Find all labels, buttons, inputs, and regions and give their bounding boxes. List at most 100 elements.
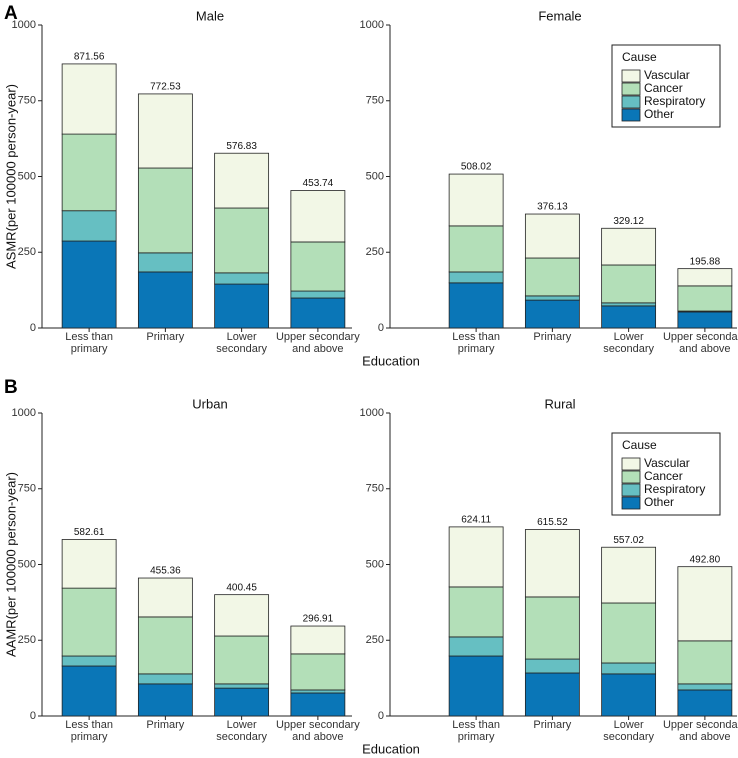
bar-segment [214, 283, 270, 329]
bar-segment [448, 655, 504, 717]
bar-segment [137, 252, 193, 273]
y-tick-label: 500 [366, 170, 384, 182]
y-tick-label: 0 [30, 710, 36, 722]
total-label: 329.12 [613, 216, 644, 227]
y-axis-label: ASMR(per 100000 person-year) [3, 84, 18, 269]
total-label: 400.45 [226, 582, 257, 593]
bar-segment [677, 640, 733, 685]
bar-segment [290, 625, 346, 655]
bar-segment [524, 658, 580, 674]
y-tick-label: 750 [366, 95, 384, 107]
legend-label: Respiratory [644, 482, 705, 496]
bar-segment [61, 133, 117, 212]
total-label: 615.52 [537, 517, 568, 528]
bar-segment [448, 586, 504, 638]
x-tick-label: Primary [146, 719, 184, 731]
legend-title: Cause [622, 50, 657, 64]
bar-segment [214, 687, 270, 717]
legend-swatch [621, 496, 641, 510]
bar-segment [137, 93, 193, 169]
y-tick-label: 250 [366, 634, 384, 646]
x-tick-label: Less than primary [452, 719, 500, 743]
total-label: 557.02 [613, 535, 644, 546]
x-tick-label: Primary [146, 331, 184, 343]
legend-label: Respiratory [644, 94, 705, 108]
bar-segment [61, 587, 117, 657]
legend-swatch [621, 483, 641, 497]
x-tick-label: Lower secondary [216, 331, 267, 355]
bar-segment [601, 673, 657, 717]
bar-segment [214, 207, 270, 274]
bar-segment [601, 546, 657, 604]
bar-segment [677, 689, 733, 717]
bar-segment [448, 271, 504, 284]
legend-swatch [621, 470, 641, 484]
bar-segment [290, 290, 346, 299]
panel-label: B [4, 377, 18, 398]
legend-swatch [621, 69, 641, 83]
legend-swatch [621, 95, 641, 109]
chart-title: Male [196, 8, 224, 23]
total-label: 492.80 [690, 554, 721, 565]
legend-label: Cancer [644, 469, 683, 483]
bar-segment [290, 241, 346, 292]
bar-segment [448, 282, 504, 329]
x-tick-label: Less than primary [65, 331, 113, 355]
legend-label: Other [644, 495, 674, 509]
legend-swatch [621, 457, 641, 471]
bar-segment [448, 636, 504, 657]
y-tick-label: 1000 [12, 19, 36, 31]
bar-segment [448, 225, 504, 273]
legend-label: Vascular [644, 456, 690, 470]
legend-label: Cancer [644, 81, 683, 95]
bar-segment [61, 240, 117, 329]
bar-segment [61, 210, 117, 242]
bar-segment [524, 257, 580, 297]
bar-segment [61, 665, 117, 717]
bar-segment [137, 577, 193, 618]
bar-segment [601, 264, 657, 304]
x-tick-label: Lower secondary [603, 719, 654, 743]
total-label: 195.88 [690, 256, 721, 267]
bar-segment [290, 692, 346, 717]
bar-segment [677, 311, 733, 329]
bar-segment [137, 683, 193, 717]
total-label: 871.56 [74, 52, 105, 63]
bar-segment [601, 302, 657, 307]
bar-segment [601, 602, 657, 664]
bar-segment [524, 213, 580, 259]
y-tick-label: 0 [378, 710, 384, 722]
total-label: 772.53 [150, 82, 181, 93]
x-axis-label: Education [362, 741, 420, 756]
bar-segment [677, 285, 733, 312]
bar-segment [137, 167, 193, 254]
bar-segment [524, 672, 580, 717]
bar-segment [137, 673, 193, 685]
bar-segment [290, 297, 346, 329]
bar-segment [601, 662, 657, 675]
bar-segment [290, 653, 346, 691]
bar-segment [214, 683, 270, 689]
chart-title: Rural [544, 396, 575, 411]
y-tick-label: 500 [366, 558, 384, 570]
bar-segment [214, 152, 270, 209]
bar-segment [448, 526, 504, 588]
bar-segment [290, 190, 346, 243]
y-tick-label: 0 [30, 322, 36, 334]
bar-segment [214, 272, 270, 285]
bar-segment [448, 173, 504, 227]
bar-segment [137, 616, 193, 675]
bar-segment [524, 295, 580, 301]
chart-title: Female [538, 8, 581, 23]
x-tick-label: Less than primary [65, 719, 113, 743]
legend-swatch [621, 82, 641, 96]
legend-label: Vascular [644, 68, 690, 82]
y-tick-label: 1000 [360, 19, 384, 31]
bar-segment [601, 227, 657, 266]
bar-segment [61, 63, 117, 135]
